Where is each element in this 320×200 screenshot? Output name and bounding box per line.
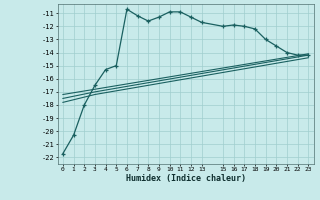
X-axis label: Humidex (Indice chaleur): Humidex (Indice chaleur) (125, 174, 246, 183)
